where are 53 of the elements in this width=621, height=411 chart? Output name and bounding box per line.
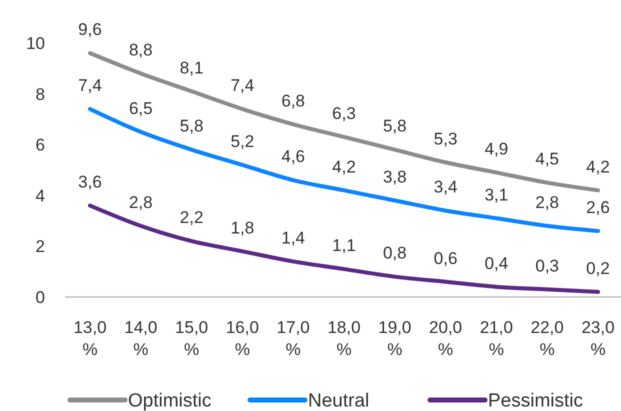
data-label: 3,1 bbox=[484, 185, 508, 204]
data-label: 4,9 bbox=[484, 140, 508, 159]
data-label: 0,4 bbox=[484, 254, 508, 273]
x-tick-label: 16,0 % bbox=[226, 318, 259, 359]
data-label: 4,6 bbox=[281, 147, 306, 166]
x-tick-label: 23,0 % bbox=[581, 318, 615, 359]
x-tick-label: 19,0 % bbox=[378, 318, 412, 359]
y-tick-label: 10 bbox=[26, 34, 45, 53]
data-label: 2,2 bbox=[180, 208, 204, 228]
data-label: 0,3 bbox=[535, 256, 560, 276]
y-tick-label: 0 bbox=[36, 288, 45, 307]
data-label: 2,8 bbox=[128, 192, 153, 212]
y-tick-label: 8 bbox=[36, 84, 45, 104]
legend-label: Optimistic bbox=[128, 390, 212, 411]
data-label: 7,4 bbox=[78, 76, 102, 96]
data-label: 1,8 bbox=[230, 218, 254, 238]
legend-label: Neutral bbox=[308, 390, 370, 411]
data-label: 4,5 bbox=[535, 150, 560, 169]
y-tick-label: 2 bbox=[36, 237, 45, 256]
data-label: 5,2 bbox=[230, 132, 254, 151]
legend-label: Pessimistic bbox=[488, 390, 584, 411]
data-label: 0,2 bbox=[586, 258, 610, 278]
x-tick-label: 22,0 % bbox=[530, 318, 564, 359]
data-label: 6,3 bbox=[332, 104, 356, 123]
data-label: 8,8 bbox=[128, 40, 153, 60]
x-tick-label: 17,0 % bbox=[276, 318, 310, 359]
y-tick-label: 6 bbox=[36, 136, 45, 155]
data-label: 3,8 bbox=[382, 167, 407, 186]
data-label: 5,8 bbox=[180, 116, 204, 136]
data-label: 1,1 bbox=[332, 236, 356, 256]
x-tick-label: 13,0 % bbox=[73, 318, 107, 359]
data-label: 7,4 bbox=[230, 76, 254, 96]
x-tick-label: 20,0 % bbox=[429, 318, 462, 359]
data-label: 8,1 bbox=[180, 58, 204, 78]
data-label: 0,8 bbox=[382, 244, 407, 263]
data-label: 5,8 bbox=[382, 116, 407, 136]
data-label: 9,6 bbox=[78, 20, 102, 40]
data-label: 2,6 bbox=[586, 198, 610, 217]
data-label: 4,2 bbox=[332, 157, 356, 176]
data-label: 3,4 bbox=[434, 178, 458, 197]
data-label: 3,6 bbox=[78, 172, 102, 192]
data-label: 6,8 bbox=[281, 91, 306, 110]
data-label: 4,2 bbox=[586, 157, 610, 176]
data-label: 5,3 bbox=[434, 129, 458, 148]
x-tick-label: 21,0 % bbox=[480, 318, 513, 359]
data-label: 1,4 bbox=[281, 228, 306, 248]
x-tick-label: 14,0 % bbox=[124, 318, 158, 359]
x-tick-label: 18,0 % bbox=[327, 318, 361, 359]
y-tick-label: 4 bbox=[36, 186, 45, 206]
data-label: 6,5 bbox=[128, 98, 153, 118]
data-label: 0,6 bbox=[434, 248, 458, 268]
data-label: 2,8 bbox=[535, 192, 560, 212]
x-tick-label: 15,0 % bbox=[175, 318, 208, 359]
